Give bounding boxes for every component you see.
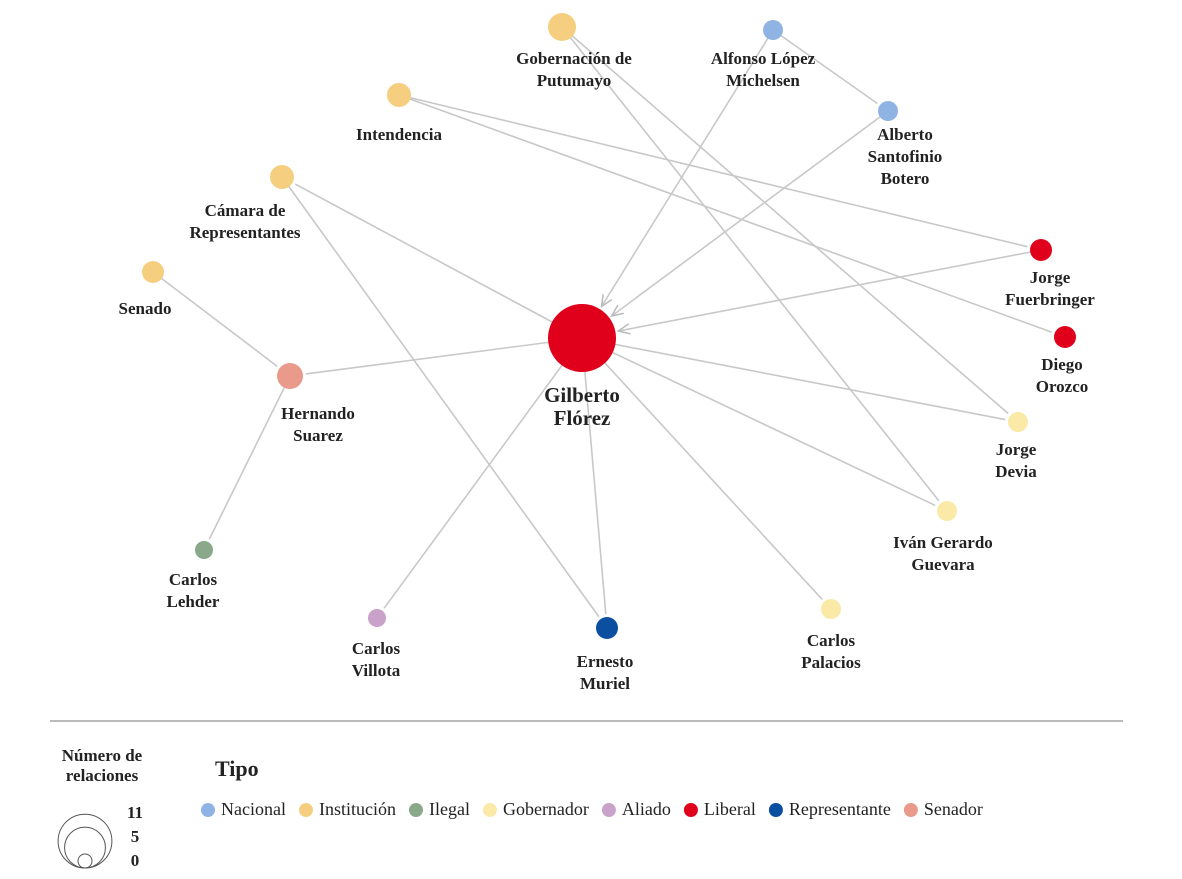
node-label: Ernesto (577, 652, 634, 671)
node-label: Alfonso López (711, 49, 816, 68)
legend-swatch (768, 803, 783, 817)
node (277, 363, 303, 389)
edge (772, 29, 878, 105)
node-label: Fuerbringer (1005, 290, 1095, 309)
node-label: Diego (1041, 355, 1083, 374)
node-label: Guevara (911, 555, 975, 574)
legend-swatch (903, 803, 918, 817)
edge (561, 26, 940, 502)
edge (208, 375, 291, 540)
legend-swatch (482, 803, 497, 817)
size-value: 5 (131, 827, 140, 846)
node (368, 609, 386, 627)
edge (581, 337, 823, 600)
size-value: 0 (131, 851, 140, 870)
node-label: Santofinio (868, 147, 943, 166)
node (937, 501, 957, 521)
node (142, 261, 164, 283)
edge (618, 249, 1042, 331)
size-legend-title: Número de (62, 746, 143, 765)
node-label: Orozco (1036, 377, 1089, 396)
legend-label: Liberal (704, 799, 756, 819)
edge (581, 337, 607, 615)
legend-swatch (201, 803, 215, 817)
legend-label: Gobernador (503, 799, 589, 819)
node (878, 101, 898, 121)
node (1030, 239, 1052, 261)
legend-label: Institución (319, 799, 396, 819)
size-circle (77, 853, 93, 869)
node-label: Carlos (169, 570, 218, 589)
size-legend: 11 5 0 (57, 803, 143, 870)
size-circle (64, 826, 106, 869)
edge (398, 94, 1028, 248)
node-label: Cámara de (205, 201, 286, 220)
size-legend-title: relaciones (66, 766, 139, 785)
edge (398, 94, 1053, 333)
node-label: Carlos (807, 631, 856, 650)
node-label: Gobernación de (516, 49, 632, 68)
edge (601, 29, 774, 307)
edge (383, 337, 583, 609)
node-label: Intendencia (356, 125, 442, 144)
node-label: Putumayo (537, 71, 612, 90)
legend-label: Representante (789, 799, 891, 819)
node (548, 304, 616, 372)
edge (152, 271, 278, 367)
legend-swatch (408, 803, 423, 817)
node (270, 165, 294, 189)
node-label: Carlos (352, 639, 401, 658)
legend-label: Aliado (622, 799, 671, 819)
edge (281, 176, 600, 618)
node (1054, 326, 1076, 348)
node-label: Iván Gerardo (893, 533, 993, 552)
node-label: Jorge (996, 440, 1037, 459)
edge (612, 110, 889, 316)
edge (294, 183, 583, 339)
legend-swatch (683, 803, 698, 817)
node-label: Devia (995, 462, 1037, 481)
node (821, 599, 841, 619)
node (596, 617, 618, 639)
node-label: Gilberto (544, 383, 620, 407)
node (763, 20, 783, 40)
node (1008, 412, 1028, 432)
node-label: Muriel (580, 674, 630, 693)
node-label: Senado (119, 299, 172, 318)
node-label: Villota (352, 661, 401, 680)
node (387, 83, 411, 107)
edge (581, 337, 936, 507)
node-label: Flórez (554, 406, 611, 430)
legend-title: Tipo (215, 756, 259, 781)
legend-swatch (298, 803, 313, 817)
node-label: Jorge (1030, 268, 1071, 287)
legend-label: Ilegal (429, 799, 470, 819)
node (548, 13, 576, 41)
edge (305, 337, 583, 375)
legend: Nacional Institución Ilegal Gobernador Aliad… (201, 799, 983, 819)
node-label: Suarez (293, 426, 343, 445)
node-label: Hernando (281, 404, 355, 423)
legend-swatch (601, 803, 616, 817)
node-label: Lehder (167, 592, 220, 611)
size-circle (57, 813, 113, 869)
node-label: Palacios (801, 653, 861, 672)
edges (152, 26, 1053, 618)
node-label: Alberto (877, 125, 933, 144)
size-value: 11 (127, 803, 143, 822)
node (195, 541, 213, 559)
node-label: Michelsen (726, 71, 800, 90)
edge (561, 26, 1009, 415)
node-label: Botero (881, 169, 930, 188)
legend-label: Nacional (221, 799, 286, 819)
edge (581, 337, 1006, 421)
node-label: Representantes (189, 223, 300, 242)
legend-label: Senador (924, 799, 983, 819)
